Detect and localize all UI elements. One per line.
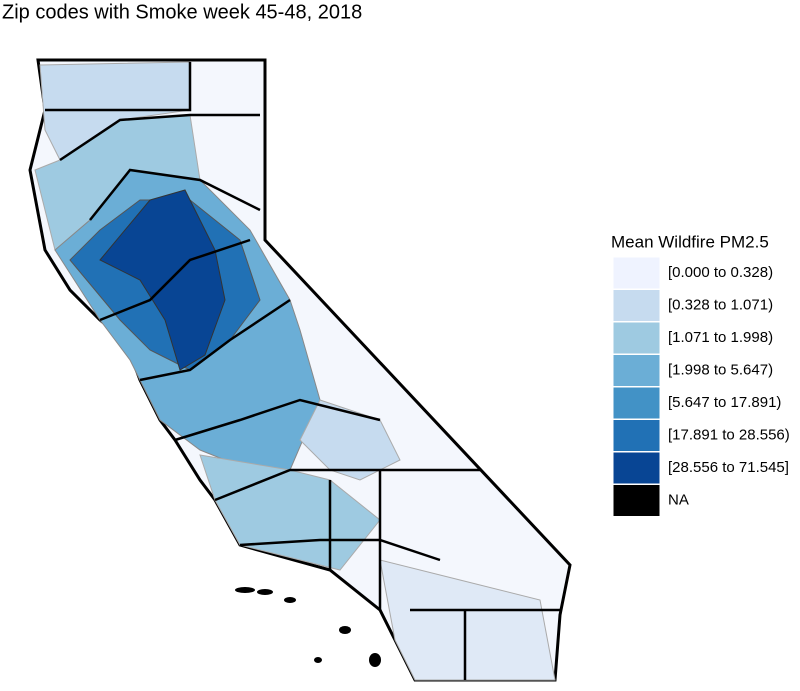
legend-swatch	[612, 451, 661, 485]
legend-swatch	[612, 256, 661, 290]
legend-label: [1.998 to 5.647)	[668, 361, 773, 378]
region-socal	[379, 559, 556, 681]
map-title: Zip codes with Smoke week 45-48, 2018	[2, 1, 362, 23]
county-lines	[45, 62, 560, 680]
legend-swatch	[612, 289, 661, 322]
legend-title: Mean Wildfire PM2.5	[611, 232, 769, 251]
legend-label: NA	[668, 491, 689, 508]
islands	[235, 587, 381, 667]
region-heaviest	[99, 189, 226, 371]
california-map	[28, 58, 572, 682]
legend-label: [5.647 to 17.891)	[668, 394, 781, 411]
legend-swatch	[612, 484, 661, 517]
legend-swatch	[612, 386, 661, 420]
legend-swatch	[612, 419, 661, 452]
legend-label: [0.000 to 0.328)	[668, 264, 773, 281]
legend-swatch	[612, 321, 661, 355]
legend-label: [17.891 to 28.556)	[668, 426, 790, 443]
legend: Mean Wildfire PM2.5 [0.000 to 0.328) [0.3…	[611, 232, 790, 517]
legend-swatch	[612, 354, 661, 387]
legend-label: [0.328 to 1.071)	[668, 296, 773, 313]
legend-label: [1.071 to 1.998)	[668, 329, 773, 346]
legend-label: [28.556 to 71.545]	[668, 459, 789, 476]
